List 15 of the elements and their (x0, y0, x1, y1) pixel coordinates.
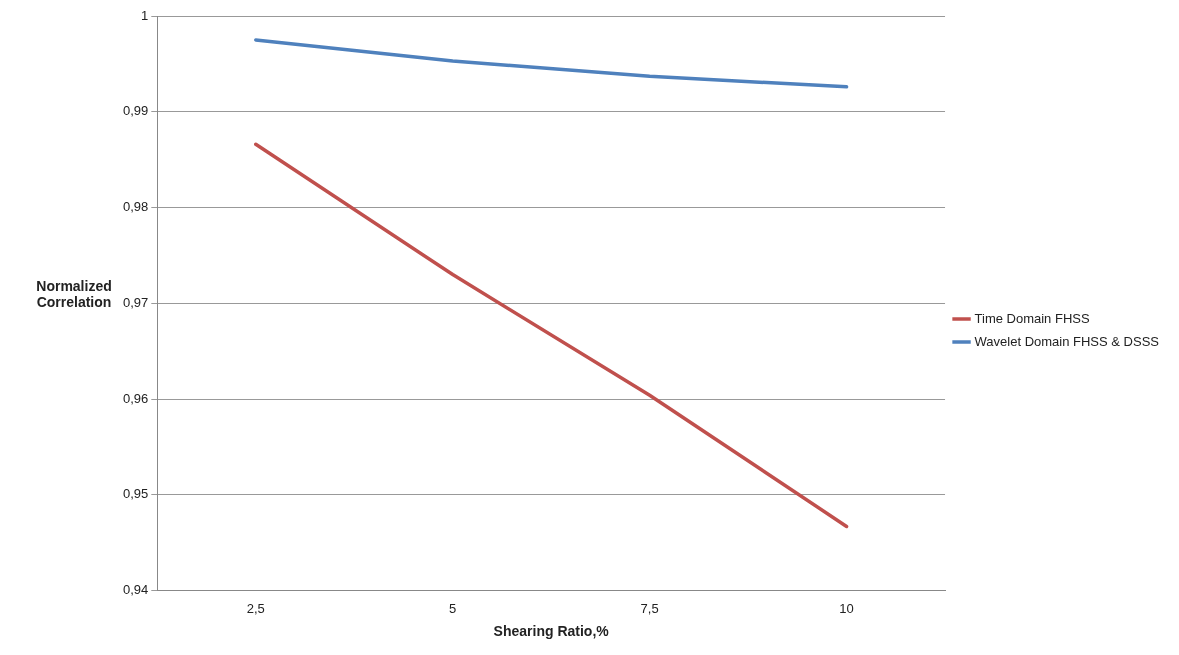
y-tick-label: 0,99 (122, 103, 149, 119)
x-tick-label: 5 (449, 600, 457, 616)
y-tick-label: 1 (141, 7, 149, 23)
y-tick-label: 0,97 (122, 294, 149, 310)
legend-label: Time Domain FHSS (974, 310, 1090, 326)
x-tick-label: 7,5 (640, 600, 659, 616)
x-tick-label: 2,5 (246, 600, 265, 616)
y-tick-label: 0,94 (122, 582, 149, 598)
y-axis-title: Normalized Correlation (36, 278, 112, 310)
y-tick-label: 0,95 (122, 486, 149, 502)
x-tick-label: 10 (839, 600, 854, 616)
legend-label: Wavelet Domain FHSS & DSSS (974, 333, 1160, 349)
y-tick-label: 0,96 (122, 390, 149, 406)
x-axis-title: Shearing Ratio,% (493, 623, 610, 640)
y-tick-label: 0,98 (122, 199, 149, 215)
